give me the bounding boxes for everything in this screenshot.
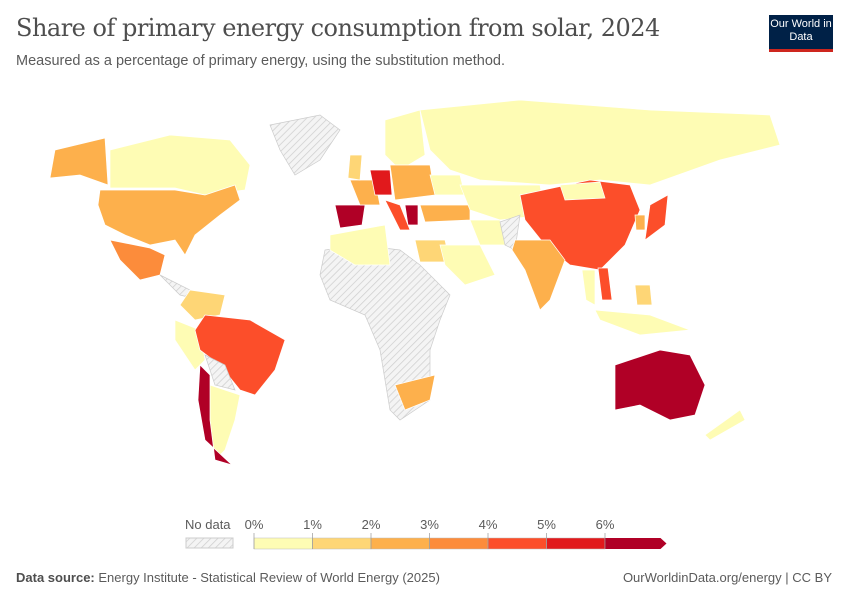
legend-tick-label: 2% — [362, 517, 381, 532]
country-australia[interactable] — [614, 349, 706, 421]
country-mongolia[interactable] — [559, 181, 606, 201]
country-alaska-united-states-[interactable] — [49, 137, 109, 186]
country-algeria-morocco[interactable] — [329, 224, 391, 266]
country-turkey[interactable] — [419, 204, 471, 223]
country-chile[interactable] — [197, 364, 233, 466]
country-brazil[interactable] — [194, 314, 286, 396]
legend-bin — [312, 537, 372, 550]
country-france[interactable] — [349, 179, 381, 206]
country-india[interactable] — [511, 239, 566, 311]
country-united-states[interactable] — [97, 184, 241, 256]
legend-tick-label: 1% — [303, 517, 322, 532]
country-mexico[interactable] — [109, 239, 166, 281]
legend-tick-label: 4% — [479, 517, 498, 532]
country-indonesia[interactable] — [594, 309, 691, 336]
country-new-zealand[interactable] — [704, 409, 746, 441]
color-legend: No data 0% 1% 2% 3% 4% 5% 6% — [185, 517, 667, 550]
legend-no-data-label: No data — [185, 517, 231, 532]
legend-tick-label: 6% — [596, 517, 615, 532]
country-bolivia-paraguay[interactable] — [204, 354, 236, 391]
source-label: Data source: — [16, 570, 95, 585]
data-source: Data source: Energy Institute - Statisti… — [16, 570, 440, 585]
legend-bin — [429, 537, 489, 550]
legend-bin — [605, 538, 667, 549]
country-canada[interactable] — [109, 134, 251, 196]
legend-bin — [487, 537, 547, 550]
country-spain[interactable] — [334, 204, 366, 229]
legend-tick-label: 5% — [537, 517, 556, 532]
legend-tick-label: 0% — [245, 517, 264, 532]
owid-link[interactable]: OurWorldinData.org/energy | CC BY — [622, 570, 832, 585]
legend-bin — [253, 537, 313, 550]
country-south-africa[interactable] — [394, 374, 436, 411]
country-saudi-arabia[interactable] — [439, 244, 496, 286]
legend-no-data-swatch — [185, 537, 234, 549]
country-greece[interactable] — [404, 204, 419, 226]
owid-logo[interactable]: Our World in Data — [769, 15, 833, 52]
country-iran[interactable] — [469, 219, 506, 246]
country-italy[interactable] — [384, 199, 411, 231]
source-text: Energy Institute - Statistical Review of… — [98, 570, 440, 585]
country-philippines[interactable] — [634, 284, 653, 306]
chart-subtitle: Measured as a percentage of primary ener… — [16, 53, 505, 69]
country-germany[interactable] — [369, 169, 393, 196]
country-south-korea[interactable] — [634, 214, 646, 231]
country-vietnam[interactable] — [597, 267, 613, 301]
legend-bin — [546, 537, 606, 550]
legend-bin — [370, 537, 430, 550]
chart-title: Share of primary energy consumption from… — [16, 14, 660, 42]
country-russia[interactable] — [419, 100, 781, 186]
country-japan[interactable] — [644, 194, 669, 241]
country-greenland[interactable] — [269, 114, 341, 176]
country-united-kingdom[interactable] — [347, 154, 363, 181]
country-colombia-venezuela[interactable] — [179, 289, 226, 321]
country-scandinavia[interactable] — [384, 109, 426, 171]
legend-tick-label: 3% — [420, 517, 439, 532]
world-map[interactable] — [0, 100, 800, 480]
country-poland-eastern-europe[interactable] — [389, 164, 436, 201]
country-thailand[interactable] — [581, 269, 596, 306]
